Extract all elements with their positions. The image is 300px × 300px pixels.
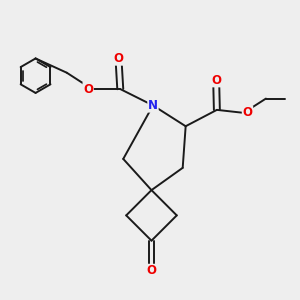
Text: O: O	[242, 106, 253, 119]
Text: N: N	[148, 99, 158, 112]
Text: O: O	[146, 265, 157, 278]
Text: O: O	[114, 52, 124, 65]
Text: O: O	[211, 74, 221, 87]
Text: O: O	[83, 82, 93, 96]
